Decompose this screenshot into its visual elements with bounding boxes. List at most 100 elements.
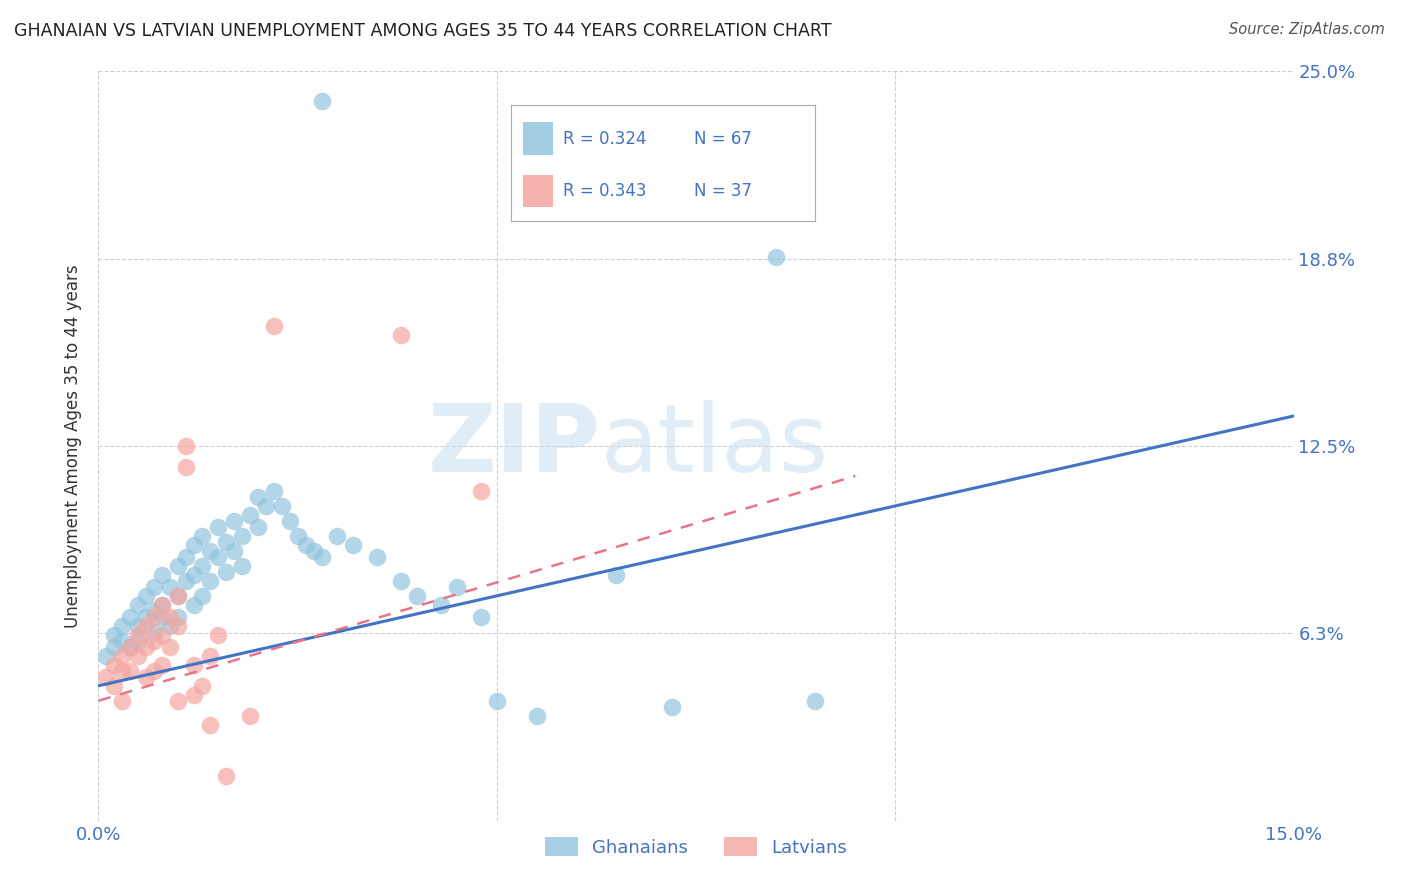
Point: [96, 648, 118, 663]
Point: [111, 619, 134, 633]
Point: [207, 520, 229, 534]
Point: [143, 580, 166, 594]
Point: [198, 574, 221, 588]
Point: [311, 95, 333, 109]
Point: [103, 640, 125, 654]
Text: ZIP: ZIP: [427, 400, 600, 492]
Point: [174, 439, 197, 453]
Point: [605, 567, 627, 582]
Point: [526, 708, 548, 723]
Point: [406, 589, 429, 603]
Point: [183, 567, 205, 582]
Point: [804, 694, 827, 708]
Point: [191, 529, 214, 543]
Point: [150, 657, 173, 672]
Point: [120, 664, 142, 678]
Point: [198, 544, 221, 558]
Point: [143, 604, 166, 618]
Point: [111, 648, 134, 663]
Point: [270, 499, 292, 513]
Point: [120, 640, 142, 654]
Point: [167, 610, 190, 624]
Point: [143, 624, 166, 639]
Point: [342, 538, 364, 552]
Point: [198, 717, 221, 731]
Point: [167, 619, 190, 633]
Point: [103, 679, 125, 693]
Point: [215, 769, 238, 783]
Point: [287, 529, 309, 543]
Point: [143, 664, 166, 678]
Point: [215, 535, 238, 549]
Point: [278, 514, 301, 528]
Point: [231, 558, 253, 573]
Point: [143, 633, 166, 648]
Point: [120, 640, 142, 654]
Point: [485, 694, 508, 708]
Text: Source: ZipAtlas.com: Source: ZipAtlas.com: [1229, 22, 1385, 37]
Point: [183, 688, 205, 702]
Point: [389, 328, 412, 343]
Point: [167, 589, 190, 603]
Point: [326, 529, 349, 543]
Point: [366, 549, 388, 564]
Point: [207, 628, 229, 642]
Point: [430, 598, 453, 612]
Point: [246, 490, 269, 504]
Point: [150, 610, 173, 624]
Point: [191, 558, 214, 573]
Point: [135, 610, 157, 624]
Point: [103, 657, 125, 672]
Point: [111, 664, 134, 678]
Point: [127, 628, 149, 642]
Point: [127, 633, 149, 648]
Point: [207, 549, 229, 564]
Point: [159, 610, 181, 624]
Point: [231, 529, 253, 543]
Point: [470, 483, 492, 498]
Point: [111, 633, 134, 648]
Point: [167, 558, 190, 573]
Point: [222, 544, 245, 558]
Point: [159, 640, 181, 654]
Point: [167, 589, 190, 603]
Point: [294, 538, 316, 552]
Text: GHANAIAN VS LATVIAN UNEMPLOYMENT AMONG AGES 35 TO 44 YEARS CORRELATION CHART: GHANAIAN VS LATVIAN UNEMPLOYMENT AMONG A…: [14, 22, 831, 40]
Point: [127, 619, 149, 633]
Point: [246, 520, 269, 534]
Point: [96, 670, 118, 684]
Point: [183, 598, 205, 612]
Point: [150, 598, 173, 612]
Point: [150, 628, 173, 642]
Point: [446, 580, 468, 594]
Point: [159, 619, 181, 633]
Point: [765, 250, 787, 264]
Point: [174, 460, 197, 475]
Point: [159, 580, 181, 594]
Point: [135, 640, 157, 654]
Point: [150, 598, 173, 612]
Point: [239, 708, 262, 723]
Point: [222, 514, 245, 528]
Point: [263, 483, 285, 498]
Point: [183, 657, 205, 672]
Point: [174, 549, 197, 564]
Point: [311, 549, 333, 564]
Point: [127, 648, 149, 663]
Point: [111, 694, 134, 708]
Point: [183, 538, 205, 552]
Point: [191, 679, 214, 693]
Point: [263, 319, 285, 334]
Point: [135, 589, 157, 603]
Point: [103, 628, 125, 642]
Point: [215, 565, 238, 579]
Point: [239, 508, 262, 522]
Point: [661, 699, 683, 714]
Legend: Ghanaians, Latvians: Ghanaians, Latvians: [538, 830, 853, 864]
Point: [191, 589, 214, 603]
Point: [150, 567, 173, 582]
Point: [174, 574, 197, 588]
Point: [167, 694, 190, 708]
Point: [198, 648, 221, 663]
Point: [120, 610, 142, 624]
